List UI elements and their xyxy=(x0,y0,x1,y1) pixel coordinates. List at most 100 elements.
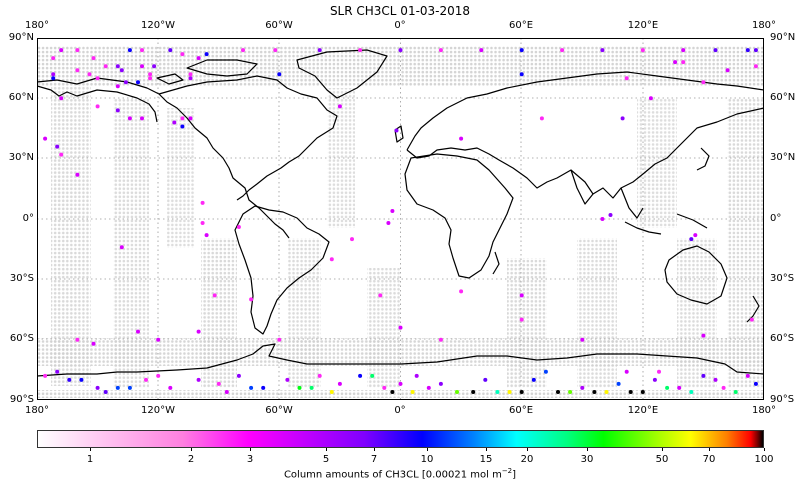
observation-point xyxy=(337,104,342,109)
observation-point xyxy=(127,48,132,53)
observation-point xyxy=(75,172,80,177)
latitude-label: 90°S xyxy=(9,394,34,405)
observation-point xyxy=(224,390,229,394)
observation-point xyxy=(693,233,698,238)
observation-point xyxy=(701,333,706,338)
latitude-label: 60°N xyxy=(770,92,796,103)
observation-point xyxy=(438,337,443,342)
map-plot xyxy=(37,38,764,400)
observation-point xyxy=(196,56,201,61)
colorbar-tick-label: 5 xyxy=(322,454,330,465)
longitude-label: 180° xyxy=(24,20,50,31)
observation-point xyxy=(115,84,120,89)
observation-point xyxy=(329,390,334,394)
latitude-label: 60°S xyxy=(770,333,795,344)
colorbar-tick xyxy=(486,448,487,451)
observation-point xyxy=(398,48,403,53)
observation-point xyxy=(115,385,120,390)
colorbar-tick-label: 15 xyxy=(479,454,493,465)
observation-point xyxy=(216,381,221,386)
latitude-label: 0° xyxy=(770,213,782,224)
colorbar-tick xyxy=(427,448,428,451)
observation-point xyxy=(136,329,140,334)
observation-point xyxy=(75,337,80,342)
longitude-label: 120°E xyxy=(627,405,659,416)
observation-point xyxy=(55,144,60,149)
observation-point xyxy=(51,56,56,61)
longitude-label: 0° xyxy=(394,20,406,31)
colorbar-tick xyxy=(326,448,327,451)
observation-point xyxy=(701,80,706,85)
observation-point xyxy=(673,60,678,65)
longitude-label: 60°E xyxy=(508,20,534,31)
observation-point xyxy=(152,64,157,69)
observation-point xyxy=(188,116,193,121)
colorbar-tick xyxy=(662,448,663,451)
coastlines xyxy=(37,49,764,377)
observation-point xyxy=(721,385,726,390)
observation-point xyxy=(657,369,661,374)
observation-point xyxy=(51,72,56,77)
observation-point xyxy=(382,385,387,390)
observation-point xyxy=(59,48,64,53)
observation-point xyxy=(600,217,605,221)
observation-point xyxy=(725,68,730,73)
longitude-label: 180° xyxy=(751,20,777,31)
observation-point xyxy=(236,225,241,229)
observation-point xyxy=(127,116,132,121)
observation-point xyxy=(87,72,92,77)
observation-point xyxy=(148,72,153,77)
latitude-label: 30°N xyxy=(770,152,796,163)
longitude-label: 60°W xyxy=(265,20,293,31)
longitude-label: 180° xyxy=(24,405,50,416)
observation-point xyxy=(471,390,476,394)
observation-point xyxy=(43,373,48,378)
latitude-label: 30°S xyxy=(9,273,34,284)
observation-point xyxy=(652,377,657,382)
observation-point xyxy=(136,80,140,85)
observation-point xyxy=(241,48,245,53)
observation-point xyxy=(604,390,609,394)
observation-point xyxy=(180,124,185,129)
colorbar-tick-label: 50 xyxy=(655,454,669,465)
colorbar-tick xyxy=(527,448,528,451)
observation-point xyxy=(495,390,500,394)
observation-point xyxy=(329,257,334,262)
longitude-label: 180° xyxy=(751,405,777,416)
observation-point xyxy=(172,120,177,125)
colorbar-tick-label: 7 xyxy=(370,454,378,465)
observation-point xyxy=(640,390,645,394)
observation-point xyxy=(297,385,302,390)
observation-point xyxy=(277,72,282,77)
observation-point xyxy=(519,390,524,394)
colorbar-tick-label: 100 xyxy=(754,454,774,465)
observation-point xyxy=(519,48,524,53)
observation-point xyxy=(59,96,64,101)
observation-point xyxy=(309,385,314,390)
latitude-label: 0° xyxy=(22,213,34,224)
observation-point xyxy=(75,68,80,73)
colorbar-tick xyxy=(587,448,588,451)
observation-point xyxy=(543,369,548,374)
observation-point xyxy=(261,385,266,390)
longitude-label: 0° xyxy=(394,405,406,416)
latitude-label: 30°N xyxy=(8,152,34,163)
observation-point xyxy=(753,64,758,69)
observation-point xyxy=(665,385,670,390)
observation-point xyxy=(580,337,585,342)
latitude-label: 60°S xyxy=(9,333,34,344)
observation-point xyxy=(115,64,120,69)
colorbar-tick xyxy=(709,448,710,451)
observation-point xyxy=(560,48,565,53)
colorbar-tick xyxy=(374,448,375,451)
longitude-label: 120°W xyxy=(141,405,175,416)
observation-point xyxy=(713,48,718,53)
observation-point xyxy=(556,390,560,394)
observation-point xyxy=(249,297,254,302)
observation-point xyxy=(640,48,645,53)
observation-point xyxy=(568,390,573,394)
observation-point xyxy=(196,377,201,382)
observation-point xyxy=(689,237,694,242)
observation-point xyxy=(519,317,524,322)
observation-point xyxy=(689,390,694,394)
